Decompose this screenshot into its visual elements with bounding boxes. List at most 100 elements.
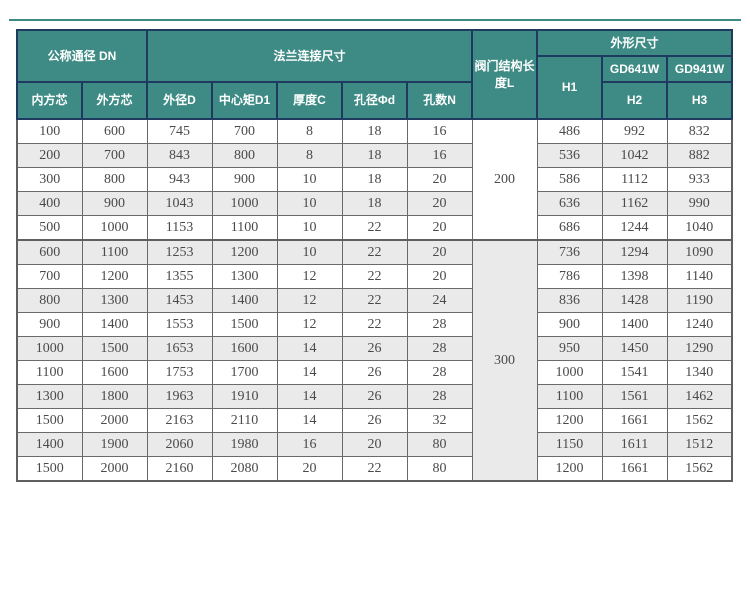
cell-dn-inner: 1100	[16, 360, 83, 385]
cell-dn-inner: 400	[16, 191, 83, 216]
header-gd641w: GD641W	[601, 55, 669, 83]
cell-d: 1253	[146, 239, 213, 265]
cell-phi-d: 22	[341, 288, 408, 313]
cell-phi-d: 18	[341, 167, 408, 192]
cell-c: 12	[276, 312, 343, 337]
cell-c: 14	[276, 408, 343, 433]
cell-dn-inner: 1000	[16, 336, 83, 361]
cell-d: 2163	[146, 408, 213, 433]
cell-dn-outer: 2000	[81, 408, 148, 433]
cell-dn-inner: 900	[16, 312, 83, 337]
cell-h1: 1200	[536, 456, 603, 482]
cell-h3: 882	[666, 143, 733, 168]
cell-d1: 1910	[211, 384, 278, 409]
cell-h1: 686	[536, 215, 603, 241]
cell-n: 20	[406, 191, 473, 216]
cell-d: 1753	[146, 360, 213, 385]
cell-dn-outer: 2000	[81, 456, 148, 482]
cell-dn-outer: 1400	[81, 312, 148, 337]
cell-phi-d: 18	[341, 118, 408, 144]
cell-h2: 1611	[601, 432, 668, 457]
cell-n: 16	[406, 143, 473, 168]
cell-dn-inner: 600	[16, 239, 83, 265]
cell-d: 943	[146, 167, 213, 192]
cell-phi-d: 26	[341, 408, 408, 433]
header-thickness: 厚度C	[276, 81, 344, 120]
table-row: 1000 1500 1653 1600 14 26 28 950 1450 12…	[16, 336, 733, 361]
cell-d: 2060	[146, 432, 213, 457]
dimension-table: 公称通径 DN 法兰连接尺寸 阀门结构长度L 外形尺寸 H1 GD641W GD…	[15, 29, 734, 482]
table-row: 400 900 1043 1000 10 18 20 636 1162 990	[16, 191, 733, 216]
header-flange-group: 法兰连接尺寸	[146, 29, 474, 83]
cell-phi-d: 20	[341, 432, 408, 457]
cell-h3: 1340	[666, 360, 733, 385]
cell-dn-inner: 300	[16, 167, 83, 192]
header-row-models: H1 GD641W GD941W	[17, 55, 734, 120]
cell-d1: 1500	[211, 312, 278, 337]
cell-h3: 1512	[666, 432, 733, 457]
table-row: 800 1300 1453 1400 12 22 24 836 1428 119…	[16, 288, 733, 313]
cell-dn-outer: 600	[81, 118, 148, 144]
cell-d1: 900	[211, 167, 278, 192]
cell-h2: 1042	[601, 143, 668, 168]
table-row: 900 1400 1553 1500 12 22 28 900 1400 124…	[16, 312, 733, 337]
cell-d1: 1980	[211, 432, 278, 457]
cell-dn-inner: 100	[16, 118, 83, 144]
cell-dn-outer: 700	[81, 143, 148, 168]
cell-n: 80	[406, 432, 473, 457]
cell-h3: 1040	[666, 215, 733, 241]
cell-phi-d: 22	[341, 239, 408, 265]
header-inner-core: 内方芯	[16, 81, 83, 120]
cell-n: 20	[406, 239, 473, 265]
cell-c: 12	[276, 288, 343, 313]
cell-phi-d: 22	[341, 456, 408, 482]
cell-h1: 950	[536, 336, 603, 361]
cell-dn-outer: 1500	[81, 336, 148, 361]
cell-d1: 1400	[211, 288, 278, 313]
cell-n: 16	[406, 118, 473, 144]
header-outline-group: 外形尺寸	[536, 29, 734, 57]
table-header: 公称通径 DN 法兰连接尺寸 阀门结构长度L 外形尺寸 H1 GD641W GD…	[15, 29, 734, 120]
cell-d: 745	[146, 118, 213, 144]
header-h2: H2	[601, 81, 669, 120]
cell-h3: 1090	[666, 239, 733, 265]
cell-h1: 586	[536, 167, 603, 192]
table-body: 100 600 745 700 8 18 16 200 486 992 832 …	[16, 118, 733, 482]
cell-dn-outer: 1600	[81, 360, 148, 385]
cell-h2: 1661	[601, 408, 668, 433]
cell-h2: 1294	[601, 239, 668, 265]
cell-h3: 1290	[666, 336, 733, 361]
cell-h2: 1244	[601, 215, 668, 241]
cell-h1: 836	[536, 288, 603, 313]
cell-d1: 700	[211, 118, 278, 144]
cell-h3: 832	[666, 118, 733, 144]
cell-n: 28	[406, 384, 473, 409]
cell-n: 28	[406, 336, 473, 361]
cell-phi-d: 18	[341, 191, 408, 216]
cell-dn-inner: 700	[16, 264, 83, 289]
cell-h1: 1000	[536, 360, 603, 385]
cell-length-l-group1: 200	[471, 118, 538, 241]
cell-dn-outer: 800	[81, 167, 148, 192]
cell-d: 1153	[146, 215, 213, 241]
cell-n: 20	[406, 264, 473, 289]
cell-dn-outer: 1100	[81, 239, 148, 265]
cell-h3: 990	[666, 191, 733, 216]
cell-h1: 736	[536, 239, 603, 265]
table-row: 200 700 843 800 8 18 16 536 1042 882	[16, 143, 733, 168]
table-row: 600 1100 1253 1200 10 22 20 300 736 1294…	[16, 239, 733, 482]
cell-phi-d: 22	[341, 264, 408, 289]
cell-h2: 1398	[601, 264, 668, 289]
table-row: 300 800 943 900 10 18 20 586 1112 933	[16, 167, 733, 192]
cell-phi-d: 22	[341, 215, 408, 241]
cell-phi-d: 22	[341, 312, 408, 337]
cell-d: 2160	[146, 456, 213, 482]
cell-dn-inner: 200	[16, 143, 83, 168]
cell-c: 14	[276, 336, 343, 361]
cell-c: 20	[276, 456, 343, 482]
cell-n: 20	[406, 167, 473, 192]
cell-d: 1453	[146, 288, 213, 313]
cell-dn-inner: 500	[16, 215, 83, 241]
cell-h2: 1661	[601, 456, 668, 482]
table-row: 100 600 745 700 8 18 16 200 486 992 832	[16, 118, 733, 241]
